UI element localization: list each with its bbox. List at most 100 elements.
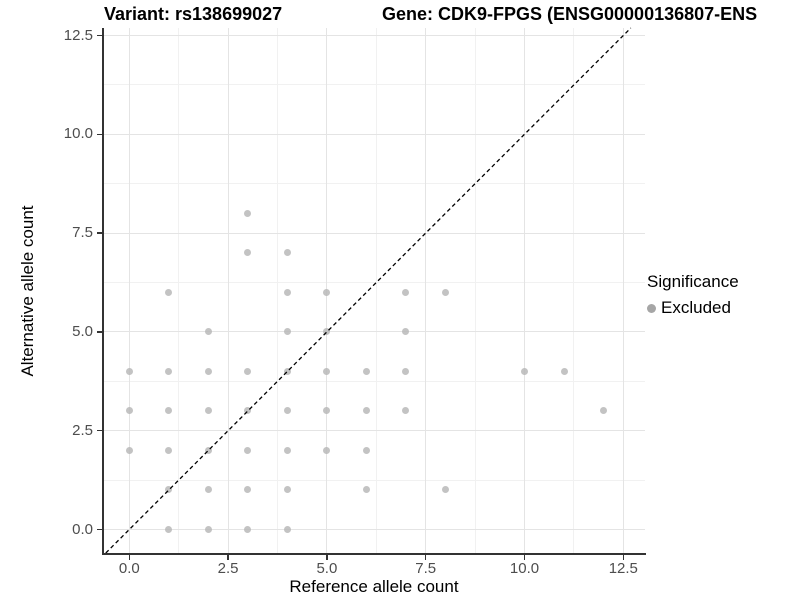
x-axis-title: Reference allele count [289, 577, 459, 596]
data-point [600, 407, 608, 415]
data-point [362, 446, 370, 454]
y-tick-label: 5.0 [72, 322, 93, 340]
x-minor-gridline [474, 28, 476, 553]
x-axis-line [102, 553, 646, 555]
y-major-gridline [104, 35, 645, 36]
data-point [402, 367, 410, 375]
x-tick-label: 7.5 [415, 560, 437, 577]
data-point [283, 367, 291, 375]
y-tick-mark [97, 528, 102, 531]
data-point [283, 407, 291, 415]
data-point [244, 209, 252, 217]
x-minor-gridline [375, 28, 377, 553]
x-tick-label: 5.0 [316, 560, 338, 577]
variant-title: Variant: rs138699027 [104, 4, 283, 24]
data-point [441, 288, 449, 296]
x-major-gridline [128, 28, 130, 553]
data-point [204, 526, 212, 533]
data-point [204, 367, 212, 375]
y-minor-gridline [104, 282, 645, 283]
identity-reference-line [105, 27, 632, 554]
y-major-gridline [104, 232, 645, 234]
data-point [323, 328, 331, 336]
data-point [402, 328, 410, 336]
data-point [323, 407, 331, 415]
data-point [521, 367, 528, 375]
data-point [402, 407, 410, 415]
x-tick-label: 10.0 [509, 560, 540, 577]
data-point [165, 446, 173, 454]
data-point [441, 486, 449, 494]
legend-title: Significance [647, 272, 739, 291]
data-point [204, 407, 212, 415]
gene-title: Gene: CDK9-FPGS (ENSG00000136807-ENS [382, 4, 758, 24]
x-tick-mark [326, 555, 328, 560]
legend-item-label: Excluded [661, 298, 731, 317]
data-point [125, 407, 133, 415]
data-point [244, 486, 252, 494]
data-point [283, 328, 291, 336]
data-point [283, 288, 291, 296]
x-tick-mark [523, 555, 526, 560]
x-tick-mark [227, 555, 229, 560]
data-point [244, 367, 252, 375]
data-point [323, 367, 331, 375]
x-tick-label: 2.5 [217, 560, 239, 577]
x-minor-gridline [178, 28, 180, 553]
data-point [165, 407, 173, 415]
x-tick-label: 12.5 [608, 560, 638, 577]
data-point [165, 486, 173, 494]
legend: Significance Excluded [647, 272, 739, 318]
data-point [362, 367, 370, 375]
data-point [283, 446, 291, 454]
data-point [323, 446, 331, 454]
x-major-gridline [425, 28, 427, 553]
data-point [165, 526, 173, 533]
y-tick-mark [97, 331, 102, 333]
y-axis-title: Alternative allele count [18, 205, 37, 377]
y-tick-mark [97, 429, 102, 432]
data-point [560, 367, 568, 375]
plot-panel [104, 27, 645, 554]
y-tick-label: 0.0 [72, 520, 93, 538]
y-major-gridline [104, 430, 645, 432]
x-major-gridline [227, 28, 229, 553]
data-point [204, 446, 212, 454]
x-minor-gridline [277, 28, 278, 553]
y-minor-gridline [104, 479, 645, 481]
x-minor-gridline [573, 28, 575, 553]
y-tick-mark [97, 133, 102, 136]
data-point [244, 249, 252, 257]
y-major-gridline [104, 529, 645, 530]
y-tick-label: 2.5 [72, 421, 93, 439]
y-tick-mark [97, 232, 102, 234]
data-point [125, 367, 133, 375]
y-tick-label: 7.5 [72, 224, 93, 242]
y-tick-mark [97, 34, 102, 37]
y-tick-label: 10.0 [63, 125, 93, 143]
y-minor-gridline [104, 84, 645, 86]
y-axis-line [102, 28, 104, 555]
data-point [283, 249, 291, 257]
data-point [283, 526, 291, 533]
data-point [244, 446, 252, 454]
y-major-gridline [104, 331, 645, 333]
legend-point-icon [647, 303, 656, 313]
data-point [165, 367, 173, 375]
data-point [125, 446, 133, 454]
data-point [165, 288, 173, 296]
x-tick-mark [424, 555, 427, 560]
data-point [204, 328, 212, 336]
y-tick-label: 12.5 [63, 26, 93, 44]
data-point [204, 486, 212, 494]
data-point [244, 526, 252, 533]
y-major-gridline [104, 133, 645, 135]
data-point [323, 288, 331, 296]
data-point [362, 407, 370, 415]
x-tick-mark [622, 555, 625, 560]
data-point [244, 407, 252, 415]
x-tick-mark [128, 555, 131, 560]
data-point [362, 486, 370, 494]
legend-item-excluded: Excluded [647, 298, 739, 318]
